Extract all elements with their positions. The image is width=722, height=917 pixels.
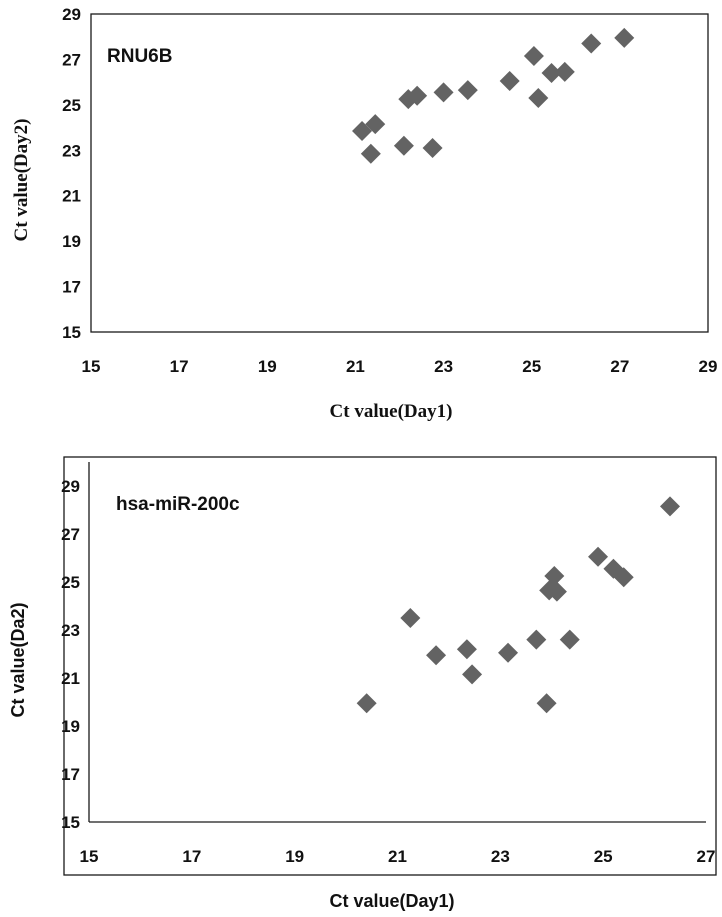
chart-2-data-point — [546, 581, 567, 602]
chart-2-frame — [63, 456, 717, 876]
chart-2-data-point — [356, 693, 377, 714]
chart-1-x-tick-label: 21 — [346, 357, 365, 376]
chart-1-y-ticks: 15 17 19 21 23 25 27 29 — [62, 5, 81, 342]
chart-2-x-tick-label: 19 — [285, 847, 304, 866]
chart-1-x-tick-label: 15 — [82, 357, 101, 376]
chart-2-data-point — [588, 546, 609, 567]
chart-2-data-point — [660, 496, 681, 517]
chart-hsa-mir-200c: hsa-miR-200c 15 17 19 21 23 25 27 29 15 17 19 21 23… — [8, 456, 717, 911]
chart-2-x-ticks: 15 17 19 21 23 25 27 — [80, 847, 716, 866]
chart-2-data-point — [613, 567, 634, 588]
chart-2-points — [356, 496, 681, 714]
chart-2-data-point — [426, 645, 447, 666]
chart-2-y-axis-title: Ct value(Da2) — [8, 602, 28, 717]
chart-2-x-tick-label: 23 — [491, 847, 510, 866]
chart-2-y-tick-label: 21 — [61, 669, 80, 688]
chart-2-x-tick-label: 15 — [80, 847, 99, 866]
chart-2-y-tick-label: 25 — [61, 573, 80, 592]
chart-2-data-point — [462, 664, 483, 685]
chart-1-y-tick-label: 29 — [62, 5, 81, 24]
chart-1-y-tick-label: 25 — [62, 96, 81, 115]
chart-2-data-point — [559, 629, 580, 650]
chart-2-data-point — [456, 639, 477, 660]
chart-1-label: RNU6B — [107, 46, 172, 67]
chart-1-data-point — [614, 27, 635, 48]
chart-1-x-tick-label: 29 — [699, 357, 718, 376]
chart-1-data-point — [528, 88, 549, 109]
chart-1-x-tick-label: 23 — [434, 357, 453, 376]
chart-2-x-tick-label: 17 — [182, 847, 201, 866]
chart-1-data-point — [541, 63, 562, 84]
chart-1-data-point — [407, 85, 428, 106]
chart-1-points — [352, 27, 635, 164]
chart-1-x-ticks: 15 17 19 21 23 25 27 29 — [82, 357, 718, 376]
chart-1-data-point — [499, 71, 520, 92]
chart-2-data-point — [526, 629, 547, 650]
chart-2-y-tick-label: 23 — [61, 621, 80, 640]
chart-2-x-tick-label: 27 — [697, 847, 716, 866]
chart-1-y-tick-label: 23 — [62, 141, 81, 160]
chart-1-data-point — [360, 143, 381, 164]
chart-1-x-tick-label: 25 — [522, 357, 541, 376]
chart-1-y-axis-title: Ct value(Day2) — [11, 119, 32, 242]
chart-2-y-tick-label: 15 — [61, 813, 80, 832]
chart-1-data-point — [523, 46, 544, 67]
chart-1-data-point — [433, 82, 454, 103]
chart-1-data-point — [554, 61, 575, 82]
chart-2-x-axis-title: Ct value(Day1) — [329, 891, 454, 911]
chart-1-data-point — [393, 135, 414, 156]
chart-2-x-tick-label: 21 — [388, 847, 407, 866]
chart-1-y-tick-label: 21 — [62, 187, 81, 206]
chart-1-y-tick-label: 17 — [62, 278, 81, 297]
chart-1-data-point — [581, 33, 602, 54]
chart-2-y-ticks: 15 17 19 21 23 25 27 29 — [61, 477, 80, 832]
chart-2-data-point — [400, 608, 421, 628]
chart-1-x-tick-label: 17 — [170, 357, 189, 376]
chart-2-y-tick-label: 19 — [61, 717, 80, 736]
chart-1-y-tick-label: 27 — [62, 50, 81, 69]
chart-1-data-point — [365, 114, 386, 135]
chart-2-y-tick-label: 17 — [61, 765, 80, 784]
chart-1-x-tick-label: 19 — [258, 357, 277, 376]
chart-1-x-axis-title: Ct value(Day1) — [330, 401, 453, 422]
chart-1-y-tick-label: 19 — [62, 232, 81, 251]
chart-2-y-tick-label: 27 — [61, 525, 80, 544]
chart-1-data-point — [457, 80, 478, 101]
chart-2-x-tick-label: 25 — [594, 847, 613, 866]
chart-2-data-point — [498, 642, 519, 663]
chart-1-data-point — [352, 120, 373, 141]
chart-2-data-point — [544, 566, 565, 586]
chart-2-y-tick-label: 29 — [61, 477, 80, 496]
chart-1-data-point — [422, 138, 443, 159]
chart-1-y-tick-label: 15 — [62, 323, 81, 342]
chart-1-frame — [90, 13, 709, 333]
chart-2-label: hsa-miR-200c — [116, 494, 240, 515]
chart-2-data-point — [536, 693, 557, 714]
chart-1-x-tick-label: 27 — [610, 357, 629, 376]
